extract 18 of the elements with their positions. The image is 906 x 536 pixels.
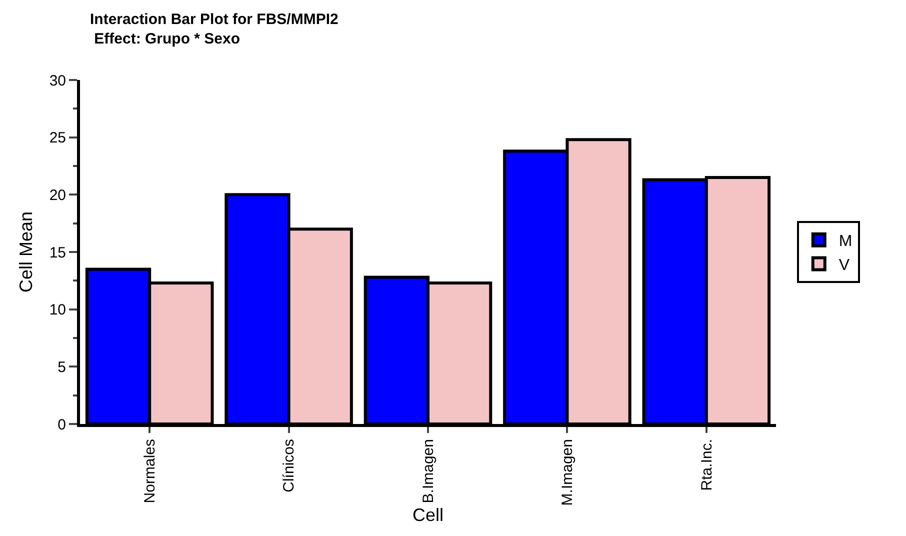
chart-title: Interaction Bar Plot for FBS/MMPI2 bbox=[90, 11, 338, 28]
y-tick-label: 30 bbox=[49, 72, 66, 90]
x-tick-label: B.Imagen bbox=[420, 439, 437, 504]
x-tick-label: Clínicos bbox=[280, 439, 298, 492]
chart-subtitle: Effect: Grupo * Sexo bbox=[90, 30, 240, 48]
legend-label: V bbox=[838, 256, 850, 274]
x-tick-label: M.Imagen bbox=[559, 439, 576, 506]
y-axis-title: Cell Mean bbox=[16, 211, 36, 293]
y-tick-label: 5 bbox=[58, 358, 66, 376]
y-tick-label: 0 bbox=[58, 416, 66, 434]
x-tick-label: Normales bbox=[141, 439, 158, 504]
x-axis-title: Cell bbox=[412, 505, 444, 526]
y-tick-label: 10 bbox=[49, 302, 66, 319]
x-tick-label: Rta.Inc. bbox=[698, 439, 716, 491]
y-tick-label: 20 bbox=[49, 186, 66, 204]
y-tick-label: 15 bbox=[49, 244, 66, 262]
y-tick-label: 25 bbox=[49, 130, 66, 147]
legend-label: M bbox=[838, 233, 852, 250]
